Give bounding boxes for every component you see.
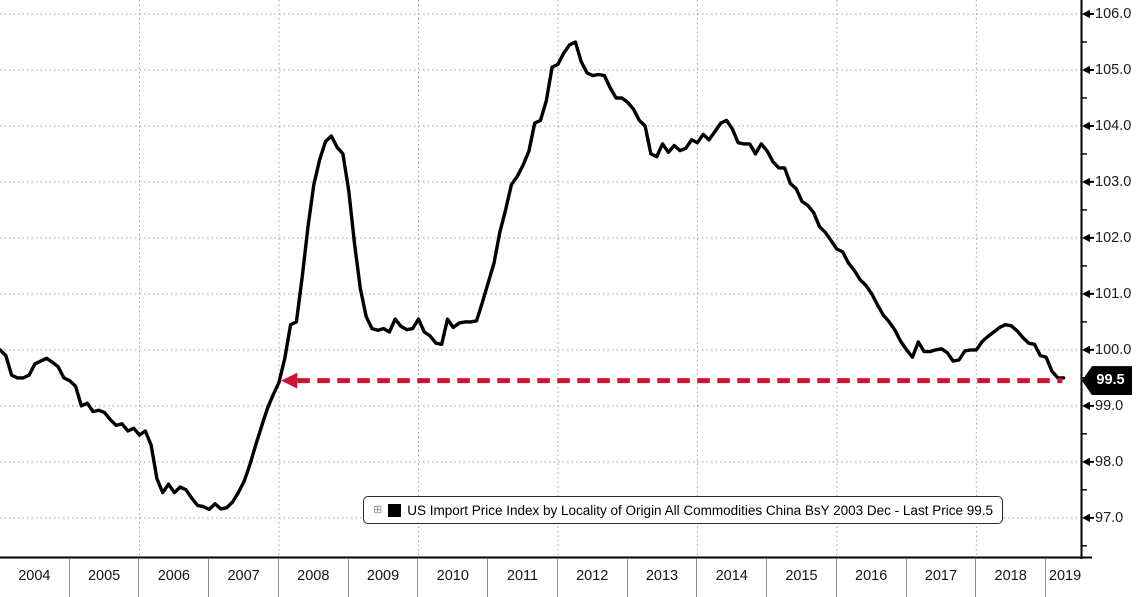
y-tick-label: 97.0 [1095,509,1124,526]
last-price-value: 99.5 [1096,372,1125,389]
y-tick-label: 106.0 [1095,5,1132,22]
expand-icon[interactable]: ⊞ [373,503,383,516]
x-year-label: 2017 [907,559,977,597]
y-tick-label: 101.0 [1095,285,1132,302]
y-tick-label: 103.0 [1095,173,1132,190]
y-tick-label: 98.0 [1095,453,1124,470]
tick-arrow-icon [1082,457,1094,467]
y-tick-label: 104.0 [1095,117,1132,134]
tick-arrow-icon [1082,177,1094,187]
x-year-label: 2011 [488,559,558,597]
tick-arrow-icon [1082,233,1094,243]
y-tick-label: 102.0 [1095,229,1132,246]
x-year-label: 2013 [628,559,698,597]
x-year-label: 2006 [139,559,210,597]
price-series-line [0,40,1066,512]
tick-arrow-icon [1082,513,1094,523]
x-year-label: 2018 [976,559,1047,597]
tick-arrow-icon [1082,121,1094,131]
last-price-badge: 99.5 [1082,366,1132,396]
x-year-label: 2012 [558,559,628,597]
x-year-label: 2014 [697,559,768,597]
x-year-label: 2005 [70,559,140,597]
x-year-label: 2015 [767,559,837,597]
gridlines [0,0,1081,557]
x-year-label: 2007 [209,559,279,597]
x-year-label: 2009 [349,559,419,597]
tick-arrow-icon [1082,401,1094,411]
y-tick-label: 105.0 [1095,61,1132,78]
x-year-label: 2016 [837,559,907,597]
x-year-label: 2019 [1048,568,1082,584]
tick-arrow-icon [1082,345,1094,355]
x-year-label: 2010 [418,559,489,597]
x-year-label: 2004 [0,559,70,597]
y-tick-label: 100.0 [1095,341,1132,358]
tick-arrow-icon [1082,65,1094,75]
arrow-head-icon [281,372,298,389]
y-tick-label: 99.0 [1095,397,1124,414]
legend[interactable]: ⊞ US Import Price Index by Locality of O… [363,496,1003,524]
x-year-label: 2008 [279,559,349,597]
tick-arrow-icon [1082,289,1094,299]
tick-arrow-icon [1082,9,1094,19]
x-axis: 2004 2005 2006 2007 2008 2009 2010 2011 2012 2013… [0,559,1136,597]
series-color-swatch [388,503,402,517]
legend-label: US Import Price Index by Locality of Ori… [407,502,993,518]
